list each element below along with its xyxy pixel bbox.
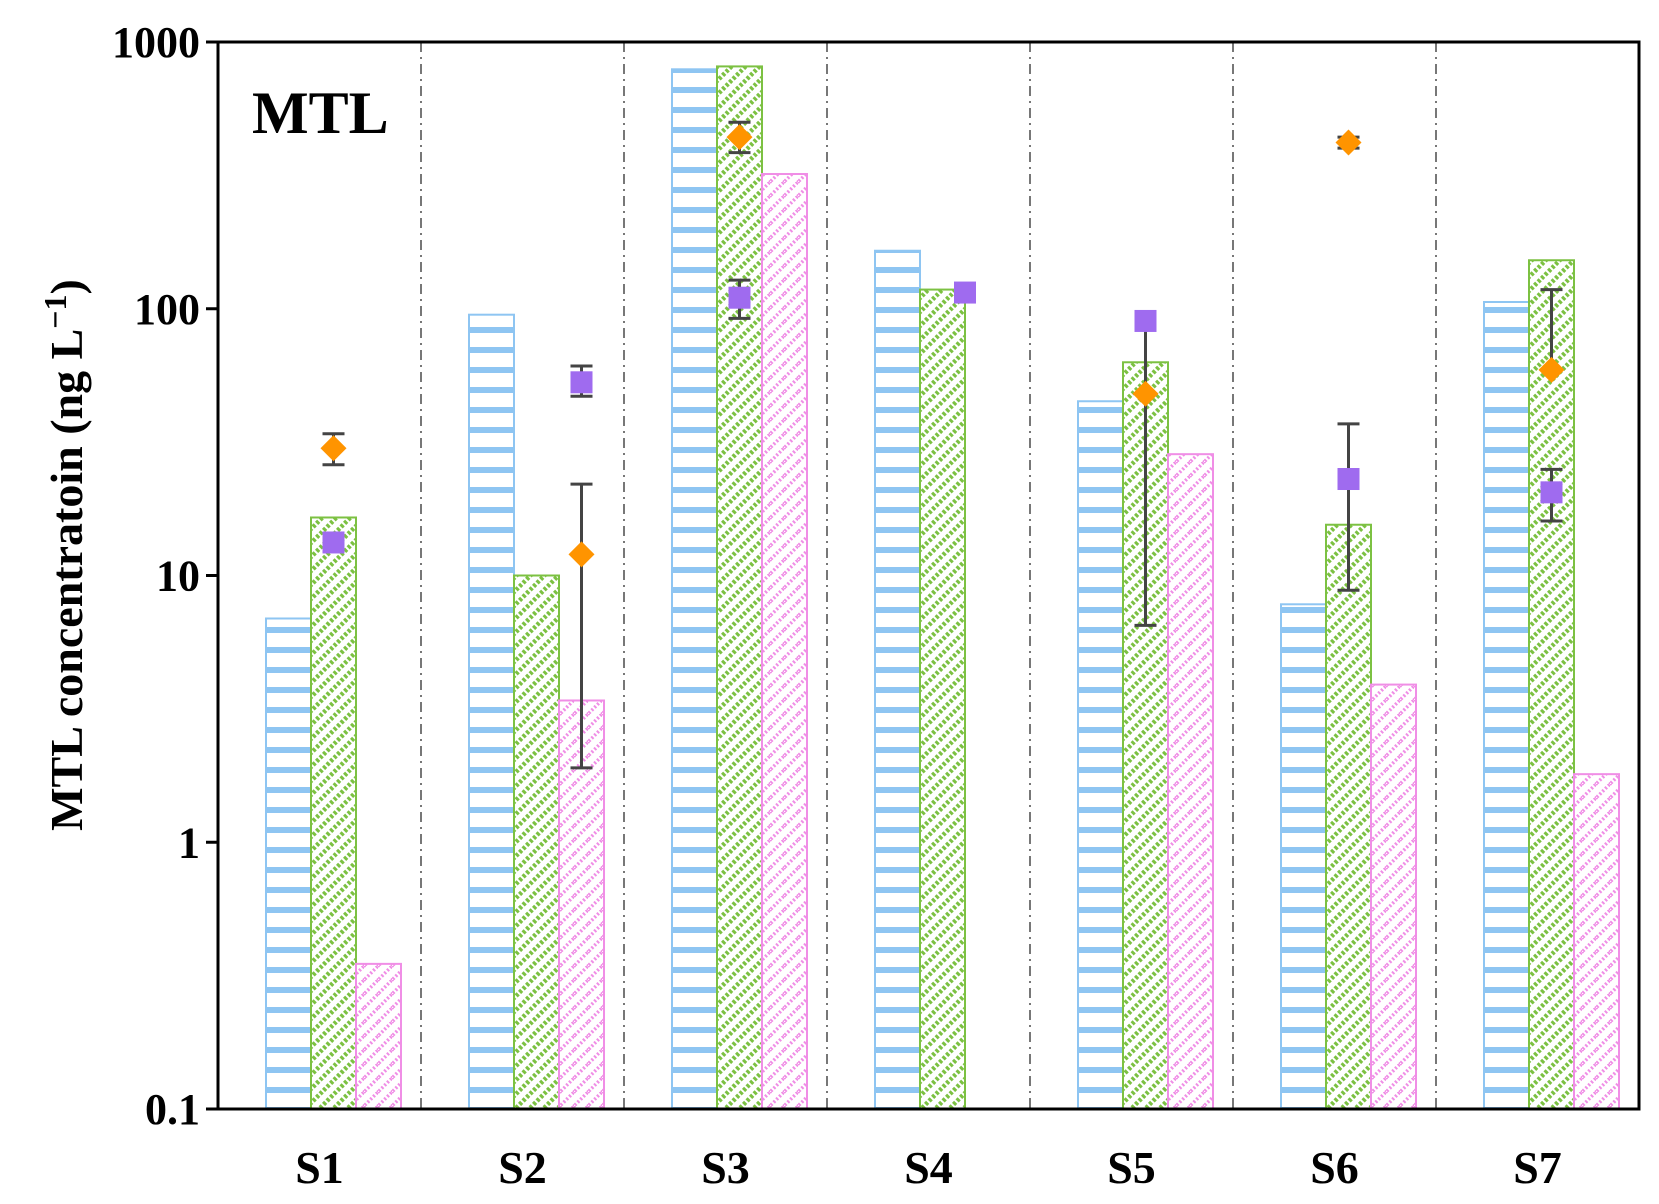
- bar-series-3-s3: [761, 173, 808, 1111]
- data-markers: [320, 124, 1565, 568]
- bar-series-1-s2: [468, 313, 515, 1111]
- x-category-label: S3: [701, 1142, 750, 1193]
- error-bars: [322, 120, 1563, 770]
- x-category-label: S4: [904, 1142, 953, 1193]
- square-marker-s1: [322, 531, 345, 554]
- x-axis-labels: S1 S2 S3 S4 S5 S6 S7: [295, 1142, 1562, 1193]
- bar-series-2-s6: [1325, 523, 1372, 1110]
- bar-series-2-s2: [513, 574, 560, 1110]
- square-marker-s2: [570, 371, 593, 394]
- diamond-marker-s6: [1335, 129, 1362, 156]
- y-tick-label: 1000: [112, 18, 200, 67]
- y-axis-title: MTL concentratoin (ng L−1): [37, 279, 92, 831]
- square-marker-s7: [1540, 481, 1563, 504]
- square-marker-s4: [954, 281, 976, 304]
- square-marker-s6: [1337, 468, 1360, 491]
- diamond-marker-s7: [1538, 356, 1565, 383]
- bar-series-2-s3: [716, 65, 763, 1110]
- bar-series-3-s6: [1370, 683, 1417, 1110]
- diamond-marker-s3: [726, 124, 753, 151]
- y-tick-label: 1: [178, 818, 200, 867]
- diamond-marker-s1: [320, 435, 347, 462]
- x-category-label: S5: [1107, 1142, 1156, 1193]
- bar-series-3-s5: [1167, 453, 1214, 1111]
- bar-series-1-s1: [265, 617, 312, 1110]
- x-category-label: S2: [498, 1142, 547, 1193]
- y-tick-label: 100: [134, 285, 200, 334]
- x-category-label: S6: [1310, 1142, 1359, 1193]
- bar-series-1-s6: [1280, 603, 1327, 1110]
- y-axis-ticks: 0.1 1 10 100 1000: [112, 18, 218, 1134]
- diamond-marker-s2: [568, 541, 595, 568]
- x-category-label: S7: [1513, 1142, 1562, 1193]
- bar-series-3-s7: [1573, 773, 1620, 1110]
- panel-label: MTL: [252, 80, 389, 146]
- bar-series-1-s3: [671, 68, 718, 1110]
- bar-series-2-s7: [1528, 259, 1575, 1110]
- bar-series-3-s1: [355, 962, 402, 1111]
- x-category-label: S1: [295, 1142, 344, 1193]
- square-marker-s3: [728, 286, 751, 309]
- bar-series: [265, 65, 1620, 1111]
- category-separators: [420, 42, 1437, 1109]
- y-tick-label: 0.1: [145, 1085, 200, 1134]
- y-tick-label: 10: [156, 552, 200, 601]
- bar-series-2-s4: [919, 288, 966, 1110]
- bar-series-1-s5: [1077, 400, 1124, 1110]
- bar-series-1-s4: [874, 249, 921, 1111]
- bar-series-2-s1: [310, 516, 357, 1110]
- bar-series-1-s7: [1483, 300, 1530, 1111]
- diamond-marker-s5: [1132, 380, 1159, 407]
- square-marker-s5: [1134, 309, 1157, 332]
